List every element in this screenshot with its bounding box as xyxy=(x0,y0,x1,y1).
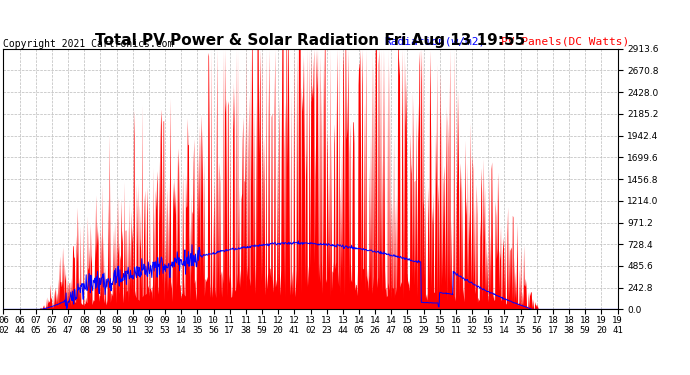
Text: PV Panels(DC Watts): PV Panels(DC Watts) xyxy=(501,36,629,46)
Text: Copyright 2021 Cartronics.com: Copyright 2021 Cartronics.com xyxy=(3,39,174,50)
Text: Radiation(w/m2): Radiation(w/m2) xyxy=(384,36,486,46)
Title: Total PV Power & Solar Radiation Fri Aug 13 19:55: Total PV Power & Solar Radiation Fri Aug… xyxy=(95,33,526,48)
